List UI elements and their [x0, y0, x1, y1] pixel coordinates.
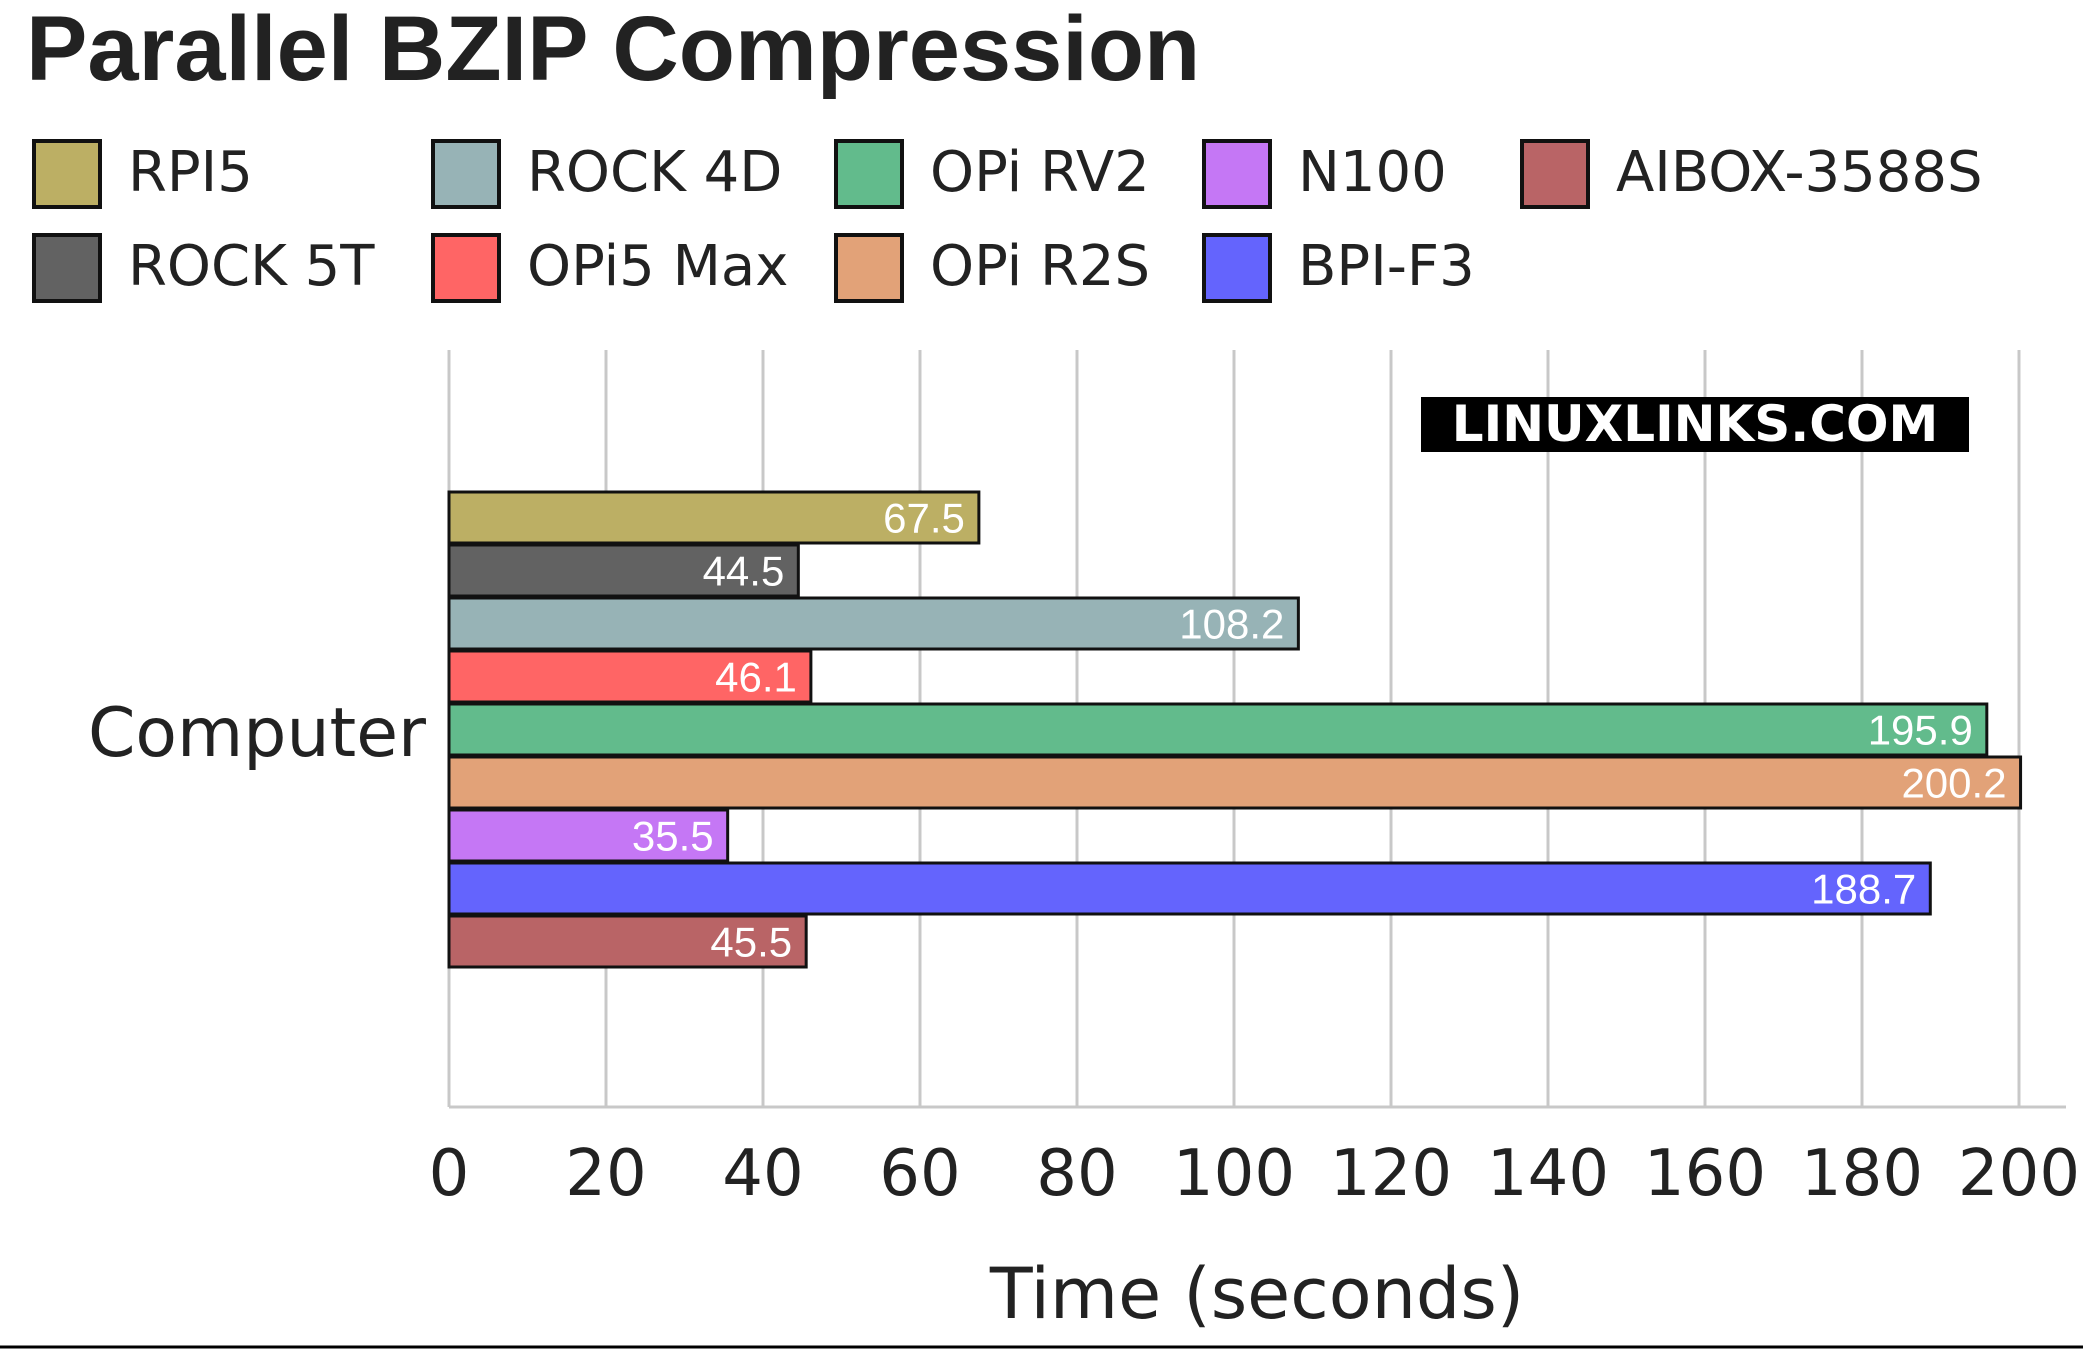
legend-swatch	[32, 233, 102, 303]
legend: RPI5 ROCK 5T ROCK 4D OPi5 Max OPi RV2 OPi R2S…	[32, 139, 1983, 303]
legend-item: ROCK 5T	[32, 233, 375, 303]
legend-label: N100	[1298, 140, 1447, 205]
legend-item: N100	[1202, 139, 1447, 209]
x-tick-label: 80	[1036, 1137, 1117, 1211]
legend-swatch	[431, 139, 501, 209]
legend-item: OPi R2S	[834, 233, 1150, 303]
bar-value-label: 200.2	[1901, 760, 2006, 807]
x-tick-label: 100	[1173, 1137, 1295, 1211]
bar-rock-5t	[447, 543, 800, 598]
legend-label: ROCK 4D	[527, 140, 782, 205]
legend-item: AIBOX-3588S	[1520, 139, 1983, 209]
x-tick-label: 60	[879, 1137, 960, 1211]
chart-title: Parallel BZIP Compression	[26, 0, 1200, 100]
legend-label: BPI-F3	[1298, 234, 1475, 299]
bar-bpi-f3	[447, 861, 1932, 916]
bar-aibox-3588s	[447, 914, 808, 969]
legend-item: OPi5 Max	[431, 233, 788, 303]
watermark: LINUXLINKS.COM	[1421, 395, 1969, 453]
legend-swatch	[834, 233, 904, 303]
bar-opi-rv2	[447, 702, 1989, 757]
legend-item: OPi RV2	[834, 139, 1150, 209]
bar-opi-r2s	[447, 755, 2023, 810]
watermark-text: LINUXLINKS.COM	[1452, 395, 1938, 453]
watermark-box	[1421, 397, 1969, 452]
x-tick-label: 200	[1958, 1137, 2080, 1211]
bar-value-label: 45.5	[710, 919, 792, 966]
legend-item: RPI5	[32, 139, 253, 209]
bar-value-label: 195.9	[1868, 707, 1973, 754]
x-tick-label: 20	[565, 1137, 646, 1211]
bar-value-label: 44.5	[703, 548, 785, 595]
bar-value-label: 108.2	[1179, 601, 1284, 648]
legend-label: AIBOX-3588S	[1616, 140, 1983, 205]
bar-opi5-max	[447, 649, 813, 704]
bars: 67.5 44.5 108.2 46.1 195.9 200.2 35.5 188.7 45.5	[447, 490, 2023, 969]
legend-label: ROCK 5T	[128, 234, 375, 299]
legend-label: OPi RV2	[930, 140, 1150, 205]
legend-label: OPi R2S	[930, 234, 1150, 299]
legend-swatch	[1202, 233, 1272, 303]
legend-item: ROCK 4D	[431, 139, 782, 209]
legend-swatch	[431, 233, 501, 303]
legend-swatch	[1520, 139, 1590, 209]
legend-label: RPI5	[128, 140, 253, 205]
legend-swatch	[32, 139, 102, 209]
legend-swatch	[834, 139, 904, 209]
bar-n100	[447, 808, 730, 863]
bar-rock-4d	[447, 596, 1300, 651]
x-axis-label: Time (seconds)	[989, 1253, 1524, 1335]
y-category-label: Computer	[88, 694, 426, 773]
x-tick-label: 40	[722, 1137, 803, 1211]
bar-rpi5	[447, 490, 981, 545]
x-axis-ticks: 0 20 40 60 80 100 120 140 160 180 200	[429, 1137, 2080, 1211]
x-tick-label: 0	[429, 1137, 470, 1211]
bar-value-label: 35.5	[632, 813, 714, 860]
bar-value-label: 46.1	[715, 654, 797, 701]
bar-value-label: 188.7	[1811, 866, 1916, 913]
bar-value-label: 67.5	[883, 495, 965, 542]
legend-item: BPI-F3	[1202, 233, 1475, 303]
x-tick-label: 120	[1330, 1137, 1452, 1211]
x-tick-label: 160	[1644, 1137, 1766, 1211]
x-tick-label: 180	[1801, 1137, 1923, 1211]
legend-label: OPi5 Max	[527, 234, 788, 299]
x-tick-label: 140	[1487, 1137, 1609, 1211]
legend-swatch	[1202, 139, 1272, 209]
